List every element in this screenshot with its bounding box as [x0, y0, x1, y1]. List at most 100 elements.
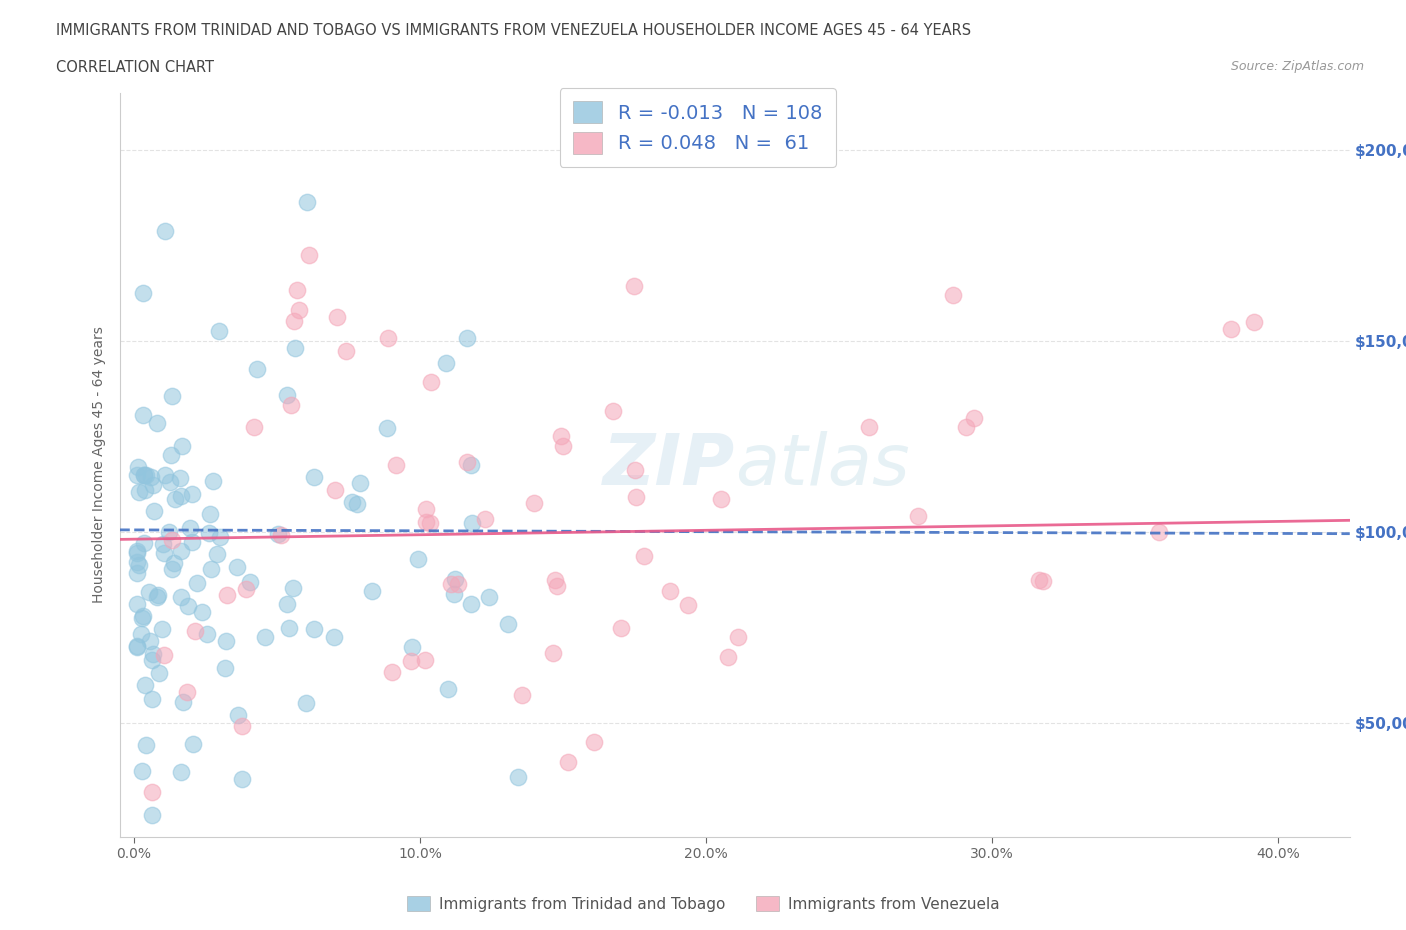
Point: [443, 571, 465, 586]
Point: [200, 562, 222, 577]
Point: [170, 544, 193, 559]
Point: [557, 754, 579, 769]
Point: [276, 596, 298, 611]
Point: [280, 398, 302, 413]
Point: [141, 784, 163, 799]
Point: [302, 622, 325, 637]
Point: [335, 343, 357, 358]
Point: [522, 496, 544, 511]
Point: [132, 286, 155, 300]
Point: [150, 621, 173, 636]
Point: [215, 588, 238, 603]
Point: [340, 495, 363, 510]
Point: [624, 490, 647, 505]
Point: [131, 764, 153, 778]
Point: [544, 573, 567, 588]
Point: [399, 654, 422, 669]
Point: [176, 685, 198, 700]
Point: [281, 581, 304, 596]
Point: [510, 687, 533, 702]
Point: [195, 627, 218, 642]
Point: [152, 546, 174, 561]
Point: [226, 708, 249, 723]
Point: [177, 599, 200, 614]
Point: [134, 536, 156, 551]
Point: [134, 483, 156, 498]
Point: [202, 473, 225, 488]
Point: [297, 194, 319, 209]
Point: [602, 404, 624, 418]
Point: [152, 537, 174, 551]
Point: [148, 666, 170, 681]
Point: [285, 283, 308, 298]
Point: [633, 548, 655, 563]
Point: [170, 489, 193, 504]
Point: [624, 463, 647, 478]
Point: [209, 530, 232, 545]
Point: [420, 375, 443, 390]
Point: [415, 515, 437, 530]
Point: [139, 470, 162, 485]
Point: [1243, 314, 1265, 329]
Point: [142, 477, 165, 492]
Text: atlas: atlas: [734, 431, 910, 499]
Point: [496, 618, 519, 632]
Point: [160, 447, 183, 462]
Point: [134, 467, 156, 482]
Point: [287, 302, 309, 317]
Point: [583, 735, 606, 750]
Point: [134, 678, 156, 693]
Point: [304, 470, 326, 485]
Point: [172, 695, 194, 710]
Point: [131, 611, 153, 626]
Point: [283, 313, 305, 328]
Point: [659, 584, 682, 599]
Point: [246, 362, 269, 377]
Point: [434, 356, 457, 371]
Point: [235, 582, 257, 597]
Point: [207, 546, 229, 561]
Point: [160, 533, 183, 548]
Point: [163, 556, 186, 571]
Point: [419, 516, 441, 531]
Point: [163, 491, 186, 506]
Point: [461, 516, 484, 531]
Point: [456, 330, 478, 345]
Point: [439, 577, 461, 591]
Point: [270, 527, 292, 542]
Point: [346, 497, 368, 512]
Point: [401, 639, 423, 654]
Point: [129, 626, 152, 641]
Point: [139, 633, 162, 648]
Legend: Immigrants from Trinidad and Tobago, Immigrants from Venezuela: Immigrants from Trinidad and Tobago, Imm…: [401, 889, 1005, 918]
Point: [506, 770, 529, 785]
Point: [243, 419, 266, 434]
Point: [181, 737, 204, 751]
Point: [377, 330, 399, 345]
Point: [153, 467, 176, 482]
Point: [134, 467, 156, 482]
Point: [858, 419, 880, 434]
Point: [551, 438, 574, 453]
Point: [295, 696, 318, 711]
Point: [181, 535, 204, 550]
Point: [267, 526, 290, 541]
Point: [157, 525, 180, 539]
Point: [143, 504, 166, 519]
Y-axis label: Householder Income Ages 45 - 64 years: Householder Income Ages 45 - 64 years: [91, 326, 105, 604]
Point: [323, 483, 346, 498]
Point: [322, 630, 344, 644]
Point: [907, 509, 929, 524]
Point: [384, 458, 406, 472]
Point: [127, 596, 149, 611]
Point: [141, 647, 163, 662]
Text: ZIP: ZIP: [602, 431, 734, 499]
Point: [160, 562, 183, 577]
Point: [727, 630, 749, 644]
Point: [326, 309, 349, 324]
Point: [128, 558, 150, 573]
Point: [141, 652, 163, 667]
Point: [153, 647, 176, 662]
Point: [125, 554, 148, 569]
Legend: R = -0.013   N = 108, R = 0.048   N =  61: R = -0.013 N = 108, R = 0.048 N = 61: [560, 87, 837, 167]
